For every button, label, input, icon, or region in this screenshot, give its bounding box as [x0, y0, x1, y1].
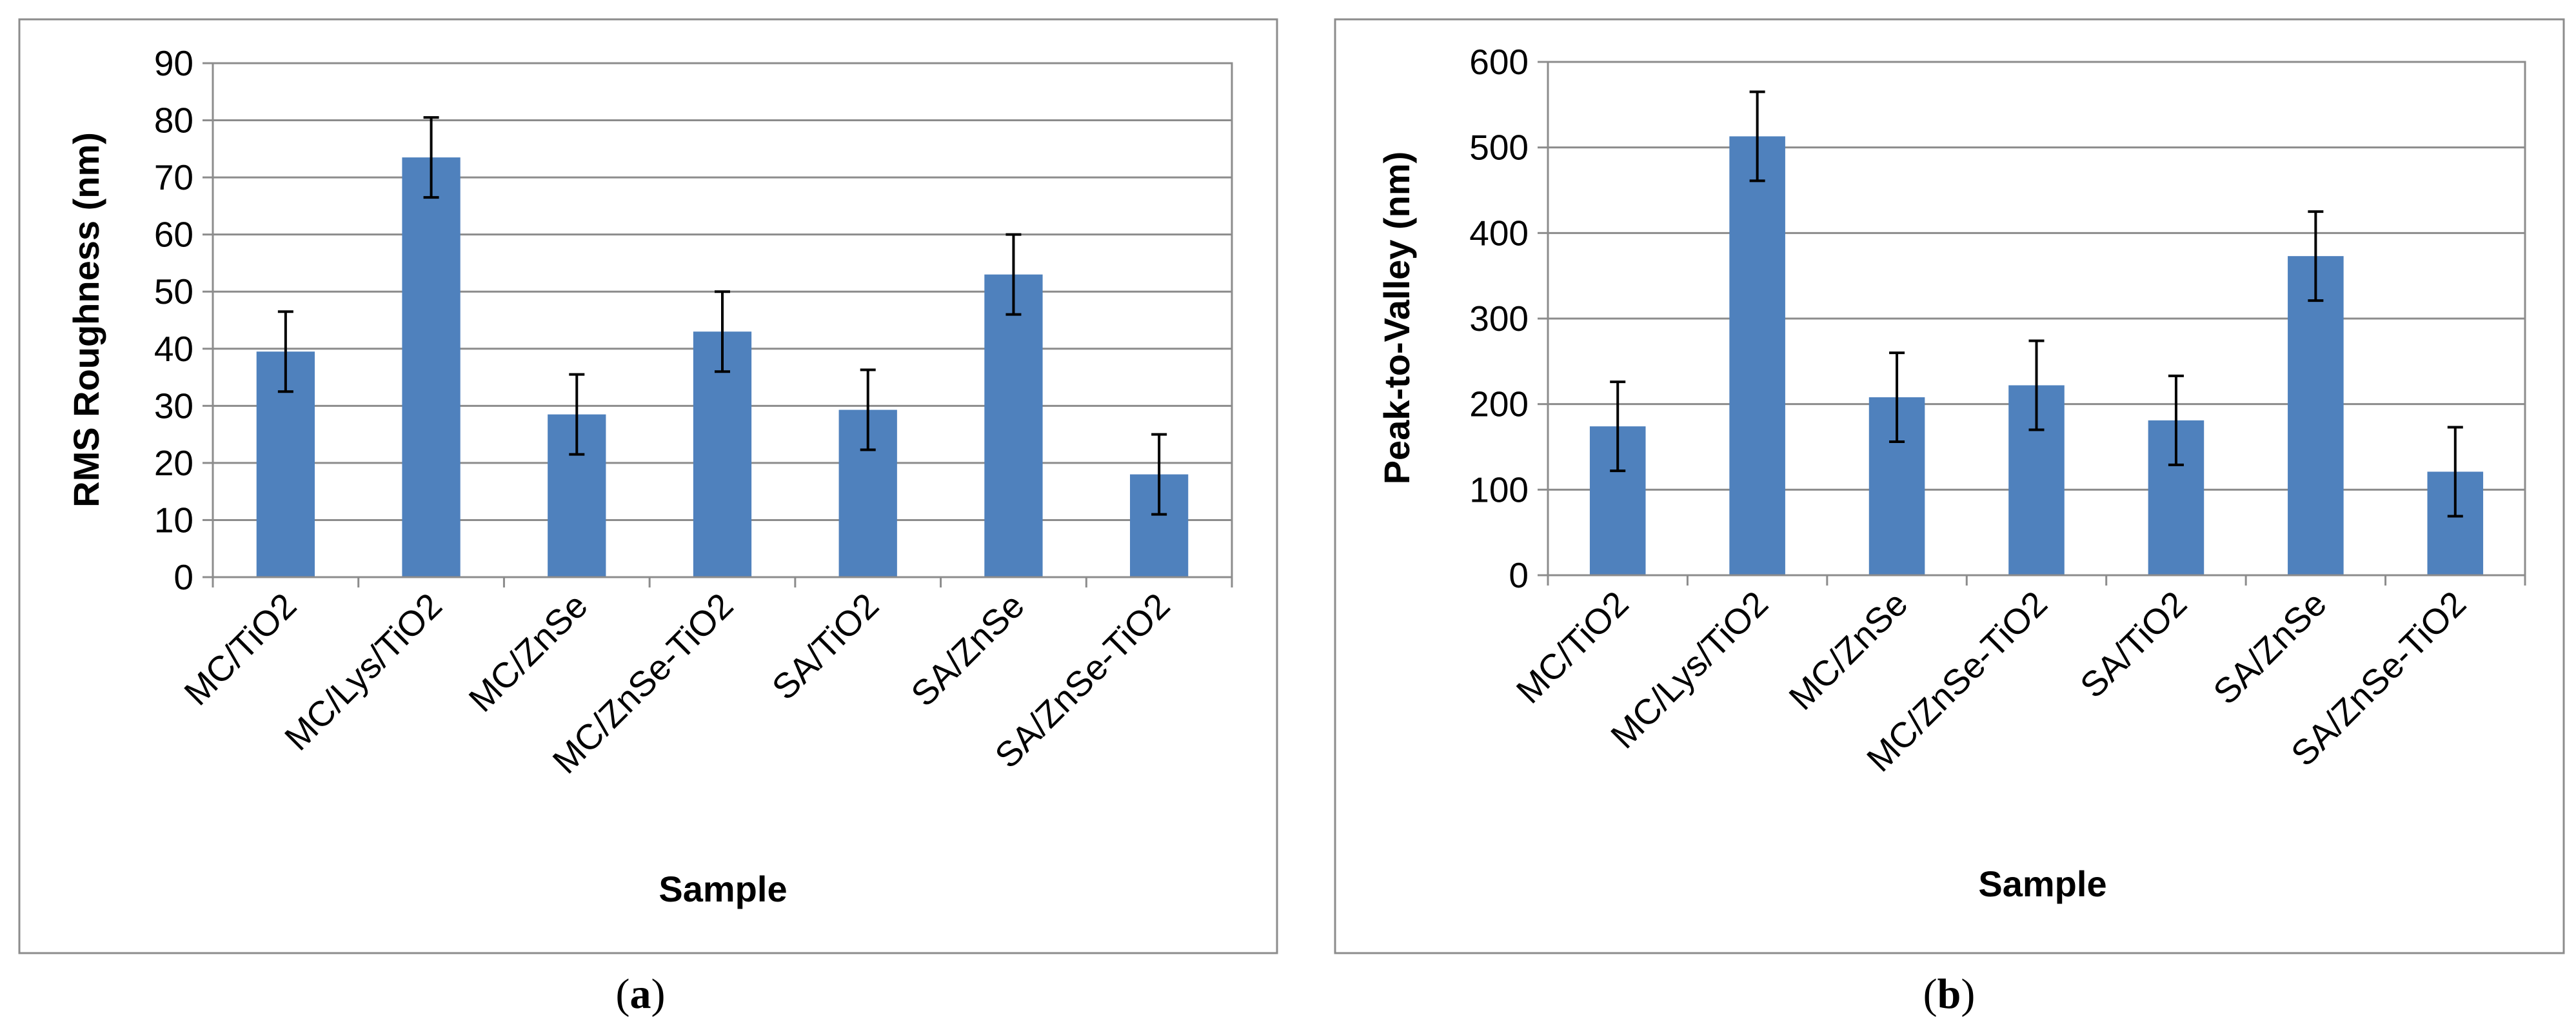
panel-b-x-axis-title: Sample — [1978, 863, 2106, 904]
panel-a-error-bars — [277, 116, 1167, 516]
panel-b-y-axis-title: Peak-to-Valley (nm) — [1376, 152, 1417, 485]
panel-a-y-tick-label: 10 — [154, 500, 193, 540]
panel-b-y-axis: 0 100 200 300 400 500 600 — [1469, 42, 1548, 595]
panel-a-error-bar-sa-znse — [1006, 233, 1022, 316]
panel-a-y-tick-label: 30 — [154, 386, 193, 426]
panel-b-y-tick-label: 0 — [1509, 555, 1529, 595]
panel-a-frame — [18, 18, 1278, 954]
panel-a-caption: (a) — [616, 971, 666, 1018]
panel-a-y-tick-label: 0 — [173, 557, 193, 597]
panel-b-error-bar-sa-znse-tio2 — [2447, 426, 2463, 518]
panel-b-caption-letter: b — [1937, 971, 1961, 1018]
panel-b-y-tick-label: 600 — [1469, 42, 1529, 82]
panel-b-y-tick-label: 400 — [1469, 213, 1529, 253]
panel-b-y-tick-label: 200 — [1469, 384, 1529, 424]
panel-b-gridlines — [1548, 146, 2525, 491]
panel-a-y-tick-label: 90 — [154, 43, 193, 83]
panel-a-error-bar-sa-tio2 — [860, 368, 876, 451]
panel-a-caption-letter: a — [630, 971, 651, 1018]
panel-b-error-bar-mc-znse — [1889, 351, 1905, 444]
panel-b-frame — [1334, 18, 2565, 954]
panel-b-error-bar-mc-znse-tio2 — [2028, 339, 2045, 431]
panel-a-y-tick-label: 40 — [154, 329, 193, 369]
panel-b-error-bar-mc-lys-tio2 — [1749, 90, 1765, 182]
panel-a-bar-mc-lys-tio2 — [402, 157, 461, 577]
panel-b-error-bar-sa-znse — [2308, 210, 2324, 302]
panel-a-y-tick-label: 50 — [154, 271, 193, 311]
panel-b-error-bar-sa-tio2 — [2168, 374, 2184, 466]
panel-a-y-tick-label: 60 — [154, 215, 193, 255]
panel-a-error-bar-mc-tio2 — [277, 310, 293, 393]
panel-b-error-bars — [1610, 90, 2463, 518]
panel-b-y-tick-label: 500 — [1469, 128, 1529, 168]
panel-a-error-bar-mc-znse-tio2 — [715, 290, 730, 373]
panel-b-bar-mc-lys-tio2 — [1729, 136, 1785, 576]
panel-a-plot-area — [212, 62, 1233, 578]
panel-a-x-axis-title: Sample — [659, 869, 787, 909]
panel-a-x-axis — [212, 577, 1233, 587]
panel-a-bars — [256, 157, 1189, 577]
panel-a-error-bar-mc-lys-tio2 — [423, 116, 439, 199]
panel-a-error-bar-mc-znse — [569, 373, 585, 456]
panel-b-x-axis — [1547, 575, 2526, 586]
panel-a-bar-sa-znse — [984, 274, 1043, 577]
panel-b-caption: (b) — [1923, 971, 1976, 1018]
panel-a-y-axis: 0 10 20 30 40 50 60 70 80 90 — [154, 43, 213, 597]
panel-b-y-tick-label: 300 — [1469, 299, 1529, 339]
panel-b-bar-sa-znse — [2288, 256, 2344, 575]
panel-a-y-axis-title: RMS Roughness (nm) — [66, 132, 106, 508]
panel-a-y-tick-label: 70 — [154, 157, 193, 197]
panel-b-y-tick-label: 100 — [1469, 469, 1529, 509]
panel-a-error-bar-sa-znse-tio2 — [1151, 433, 1167, 516]
panel-a-y-tick-label: 20 — [154, 443, 193, 483]
panel-b-error-bar-mc-tio2 — [1610, 380, 1626, 473]
panel-b-bars — [1589, 136, 2484, 576]
panel-a-y-tick-label: 80 — [154, 101, 193, 141]
